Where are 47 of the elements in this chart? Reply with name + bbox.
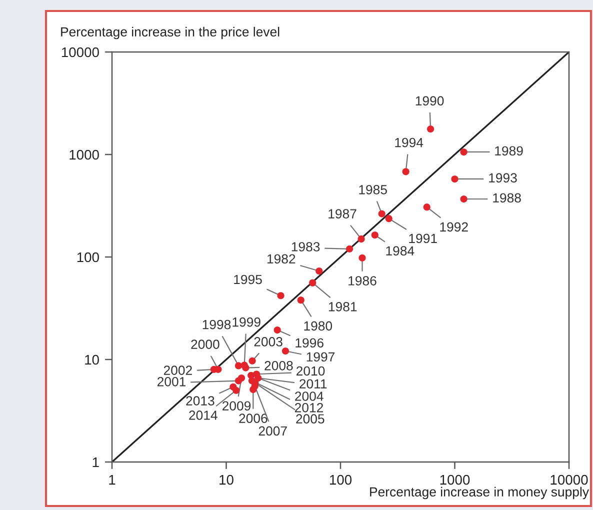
annotation: 1982 [267, 254, 296, 264]
x-tick-label: 100 [330, 474, 352, 485]
annotation: 1995 [234, 274, 262, 284]
annotation: 1987 [328, 209, 356, 218]
annotation: 1981 [328, 302, 357, 312]
annotation: 2006 [239, 414, 268, 424]
annotation: 1983 [292, 242, 320, 252]
y-tick-label: 100 [77, 252, 99, 262]
annotation: 2010 [296, 366, 325, 376]
annotation: 1986 [348, 276, 376, 286]
annotation: 1997 [306, 352, 335, 362]
annotation: 1991 [409, 234, 437, 244]
x-axis-title: Percentage increase in money supply [370, 486, 589, 500]
annotation: 2003 [254, 337, 282, 346]
annotation: 2012 [294, 402, 324, 412]
annotation: 1989 [495, 146, 523, 156]
annotation: 2011 [300, 379, 327, 389]
annotation: 2002 [164, 366, 192, 375]
annotation: 1994 [395, 138, 424, 148]
annotation: 1980 [304, 321, 332, 331]
annotation: 1993 [489, 173, 517, 183]
y-tick-label: 1 [92, 457, 99, 468]
annotation: 1990 [416, 96, 444, 106]
annotation: 2014 [189, 410, 218, 420]
annotation: 1985 [359, 184, 387, 194]
y-tick-label: 10 [85, 354, 99, 365]
annotation: 2008 [264, 360, 293, 370]
y-tick-label: 10000 [62, 47, 99, 58]
x-tick-label: 10000 [550, 474, 588, 485]
x-tick-label: 1000 [440, 474, 470, 485]
annotation: 1999 [232, 317, 260, 327]
y-axis-title: Percentage increase in the price level [61, 26, 280, 40]
x-tick-label: 1 [109, 475, 116, 485]
annotation: 2005 [296, 414, 324, 424]
annotation: 2004 [295, 392, 324, 401]
annotation: 2001 [157, 376, 186, 386]
annotation: 1998 [202, 320, 231, 330]
y-tick-label: 1000 [70, 150, 99, 160]
annotation: 2000 [191, 340, 220, 349]
annotation: 1984 [386, 246, 414, 256]
annotation: 2009 [222, 401, 251, 411]
annotation: 1988 [493, 193, 521, 203]
annotation: 1992 [440, 222, 468, 232]
annotation: 2007 [258, 426, 287, 436]
annotation: 1996 [296, 338, 324, 348]
annotation: 2013 [186, 396, 214, 406]
x-tick-label: 10 [220, 474, 234, 485]
